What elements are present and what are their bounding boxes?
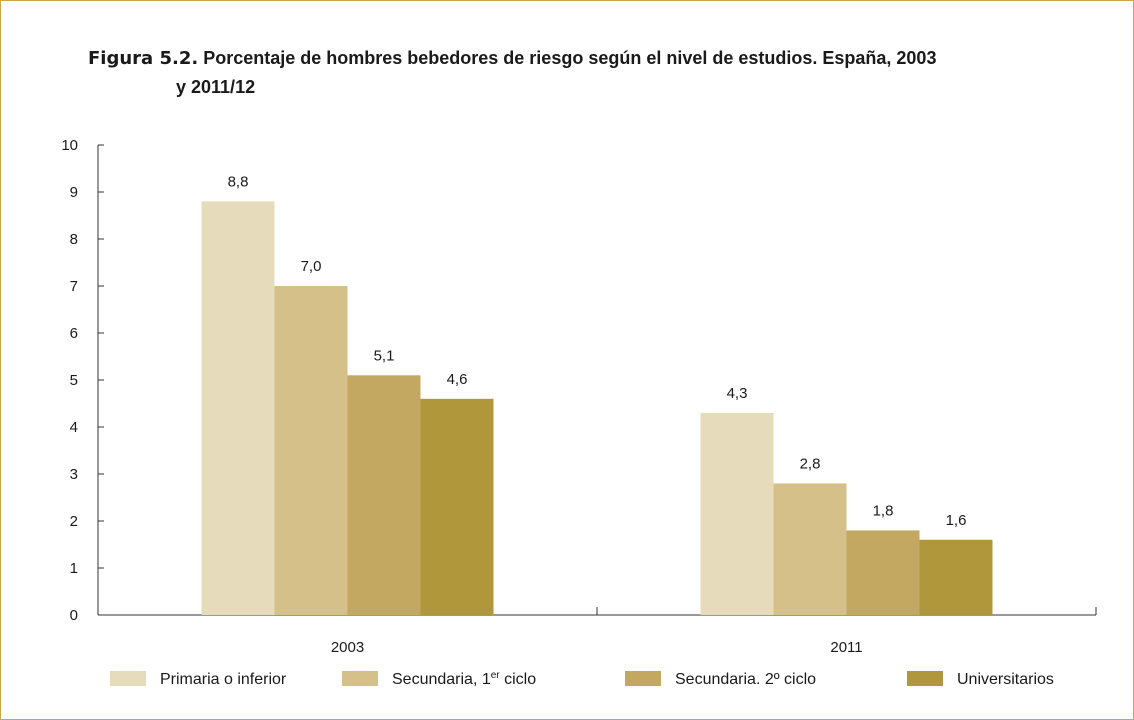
y-tick-label: 9 (70, 184, 78, 201)
y-axis: 0 1 2 3 4 5 6 7 8 9 10 (61, 137, 104, 624)
title-text-line1: Porcentaje de hombres bebedores de riesg… (203, 48, 937, 68)
figure-number: Figura 5.2. (88, 48, 199, 69)
bar (347, 375, 421, 615)
y-tick-label: 5 (70, 372, 78, 389)
legend-item: Secundaria, 1er ciclo (342, 670, 536, 688)
legend-label: Universitarios (957, 671, 1054, 688)
legend-swatch (110, 671, 146, 686)
legend-item: Secundaria. 2º ciclo (625, 671, 816, 688)
bar-value-label: 4,6 (447, 371, 468, 388)
bar (700, 412, 774, 615)
bar-value-label: 1,6 (946, 512, 967, 529)
bar-value-label: 5,1 (374, 347, 395, 364)
bar-value-label: 4,3 (727, 385, 748, 402)
legend-swatch (625, 671, 661, 686)
y-tick-label: 1 (70, 560, 78, 577)
bar-value-label: 1,8 (873, 502, 894, 519)
x-tick-label: 2011 (830, 639, 862, 656)
legend-swatch (342, 671, 378, 686)
y-tick-label: 2 (70, 513, 78, 530)
bar (201, 201, 275, 615)
bar (846, 530, 920, 615)
bar (919, 539, 993, 615)
y-tick-label: 7 (70, 278, 78, 295)
legend-item: Primaria o inferior (110, 671, 287, 688)
x-tick-label: 2003 (331, 639, 364, 656)
bar (274, 286, 348, 615)
y-tick-label: 4 (70, 419, 78, 436)
y-tick-label: 3 (70, 466, 78, 483)
y-tick-label: 0 (70, 607, 78, 624)
bars (201, 201, 993, 615)
chart-title: Figura 5.2. Porcentaje de hombres bebedo… (88, 44, 1118, 101)
legend: Primaria o inferior Secundaria, 1er ciclo… (110, 670, 1054, 688)
bar (773, 483, 847, 615)
legend-label: Primaria o inferior (160, 671, 287, 688)
legend-item: Universitarios (907, 671, 1054, 688)
y-tick-label: 10 (61, 137, 78, 154)
y-tick-label: 8 (70, 231, 78, 248)
bar (420, 398, 494, 615)
bar-value-label: 2,8 (800, 455, 821, 472)
data-labels: 8,8 7,0 5,1 4,6 4,3 2,8 1,8 1,6 (228, 173, 967, 528)
bar-value-label: 7,0 (301, 258, 322, 275)
legend-label: Secundaria. 2º ciclo (675, 671, 816, 688)
legend-label: Secundaria, 1er ciclo (392, 670, 536, 688)
bar-value-label: 8,8 (228, 173, 249, 190)
title-text-line2: y 2011/12 (176, 77, 256, 97)
y-tick-label: 6 (70, 325, 78, 342)
legend-swatch (907, 671, 943, 686)
